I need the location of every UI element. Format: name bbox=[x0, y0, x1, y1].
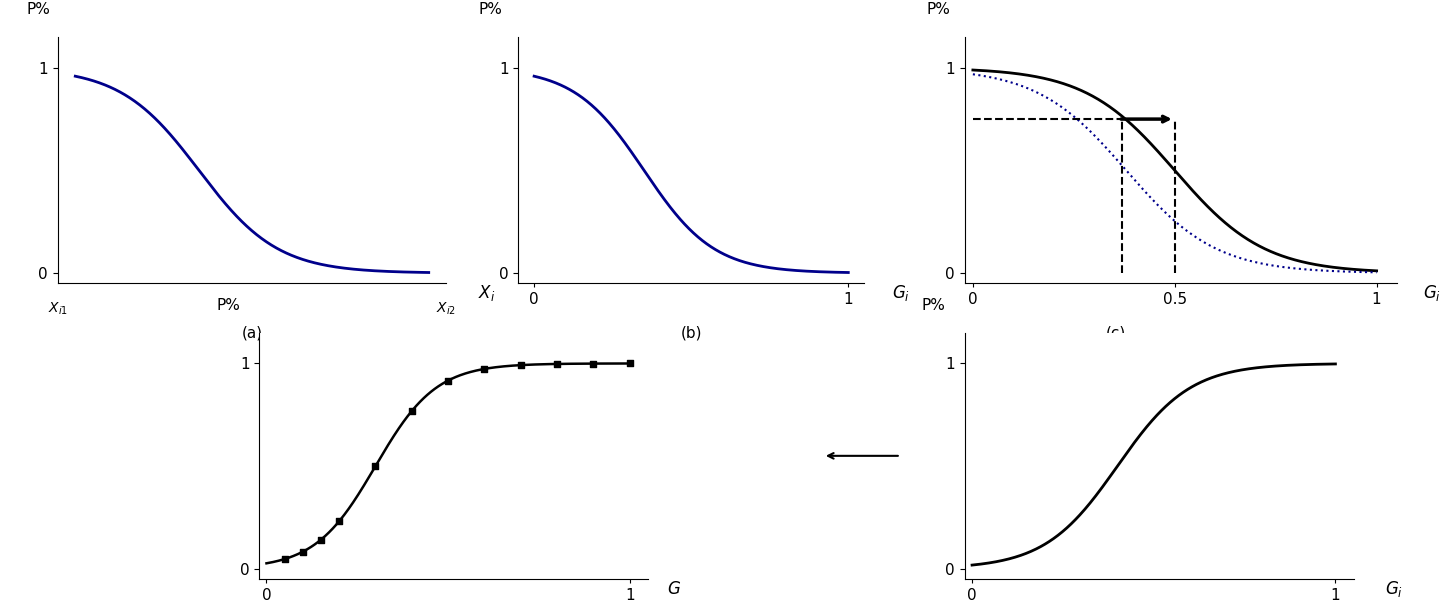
Text: (b): (b) bbox=[681, 326, 701, 341]
Text: P%: P% bbox=[927, 2, 950, 17]
Point bbox=[364, 461, 387, 471]
Text: (a): (a) bbox=[242, 326, 262, 341]
Text: (c): (c) bbox=[1106, 326, 1126, 341]
Point bbox=[582, 359, 605, 368]
Text: $G_i$: $G_i$ bbox=[1385, 579, 1403, 599]
Text: P%: P% bbox=[26, 2, 50, 17]
Point bbox=[436, 376, 459, 386]
Text: P%: P% bbox=[216, 298, 240, 313]
Text: G: G bbox=[668, 580, 680, 598]
Point bbox=[510, 360, 533, 370]
Point bbox=[310, 535, 333, 545]
Point bbox=[618, 359, 641, 368]
Point bbox=[400, 406, 423, 416]
Point bbox=[472, 364, 495, 374]
Point bbox=[328, 516, 351, 526]
Text: P%: P% bbox=[922, 298, 946, 313]
Text: $X_i$: $X_i$ bbox=[478, 283, 495, 303]
Text: $X_{i2}$: $X_{i2}$ bbox=[436, 301, 456, 317]
Point bbox=[291, 547, 314, 557]
Point bbox=[546, 359, 569, 369]
Text: $G_i$: $G_i$ bbox=[891, 283, 910, 303]
Text: P%: P% bbox=[480, 2, 503, 17]
Text: $X_{i1}$: $X_{i1}$ bbox=[48, 301, 68, 317]
Point bbox=[274, 554, 297, 564]
Text: $G_i$: $G_i$ bbox=[1423, 283, 1440, 303]
